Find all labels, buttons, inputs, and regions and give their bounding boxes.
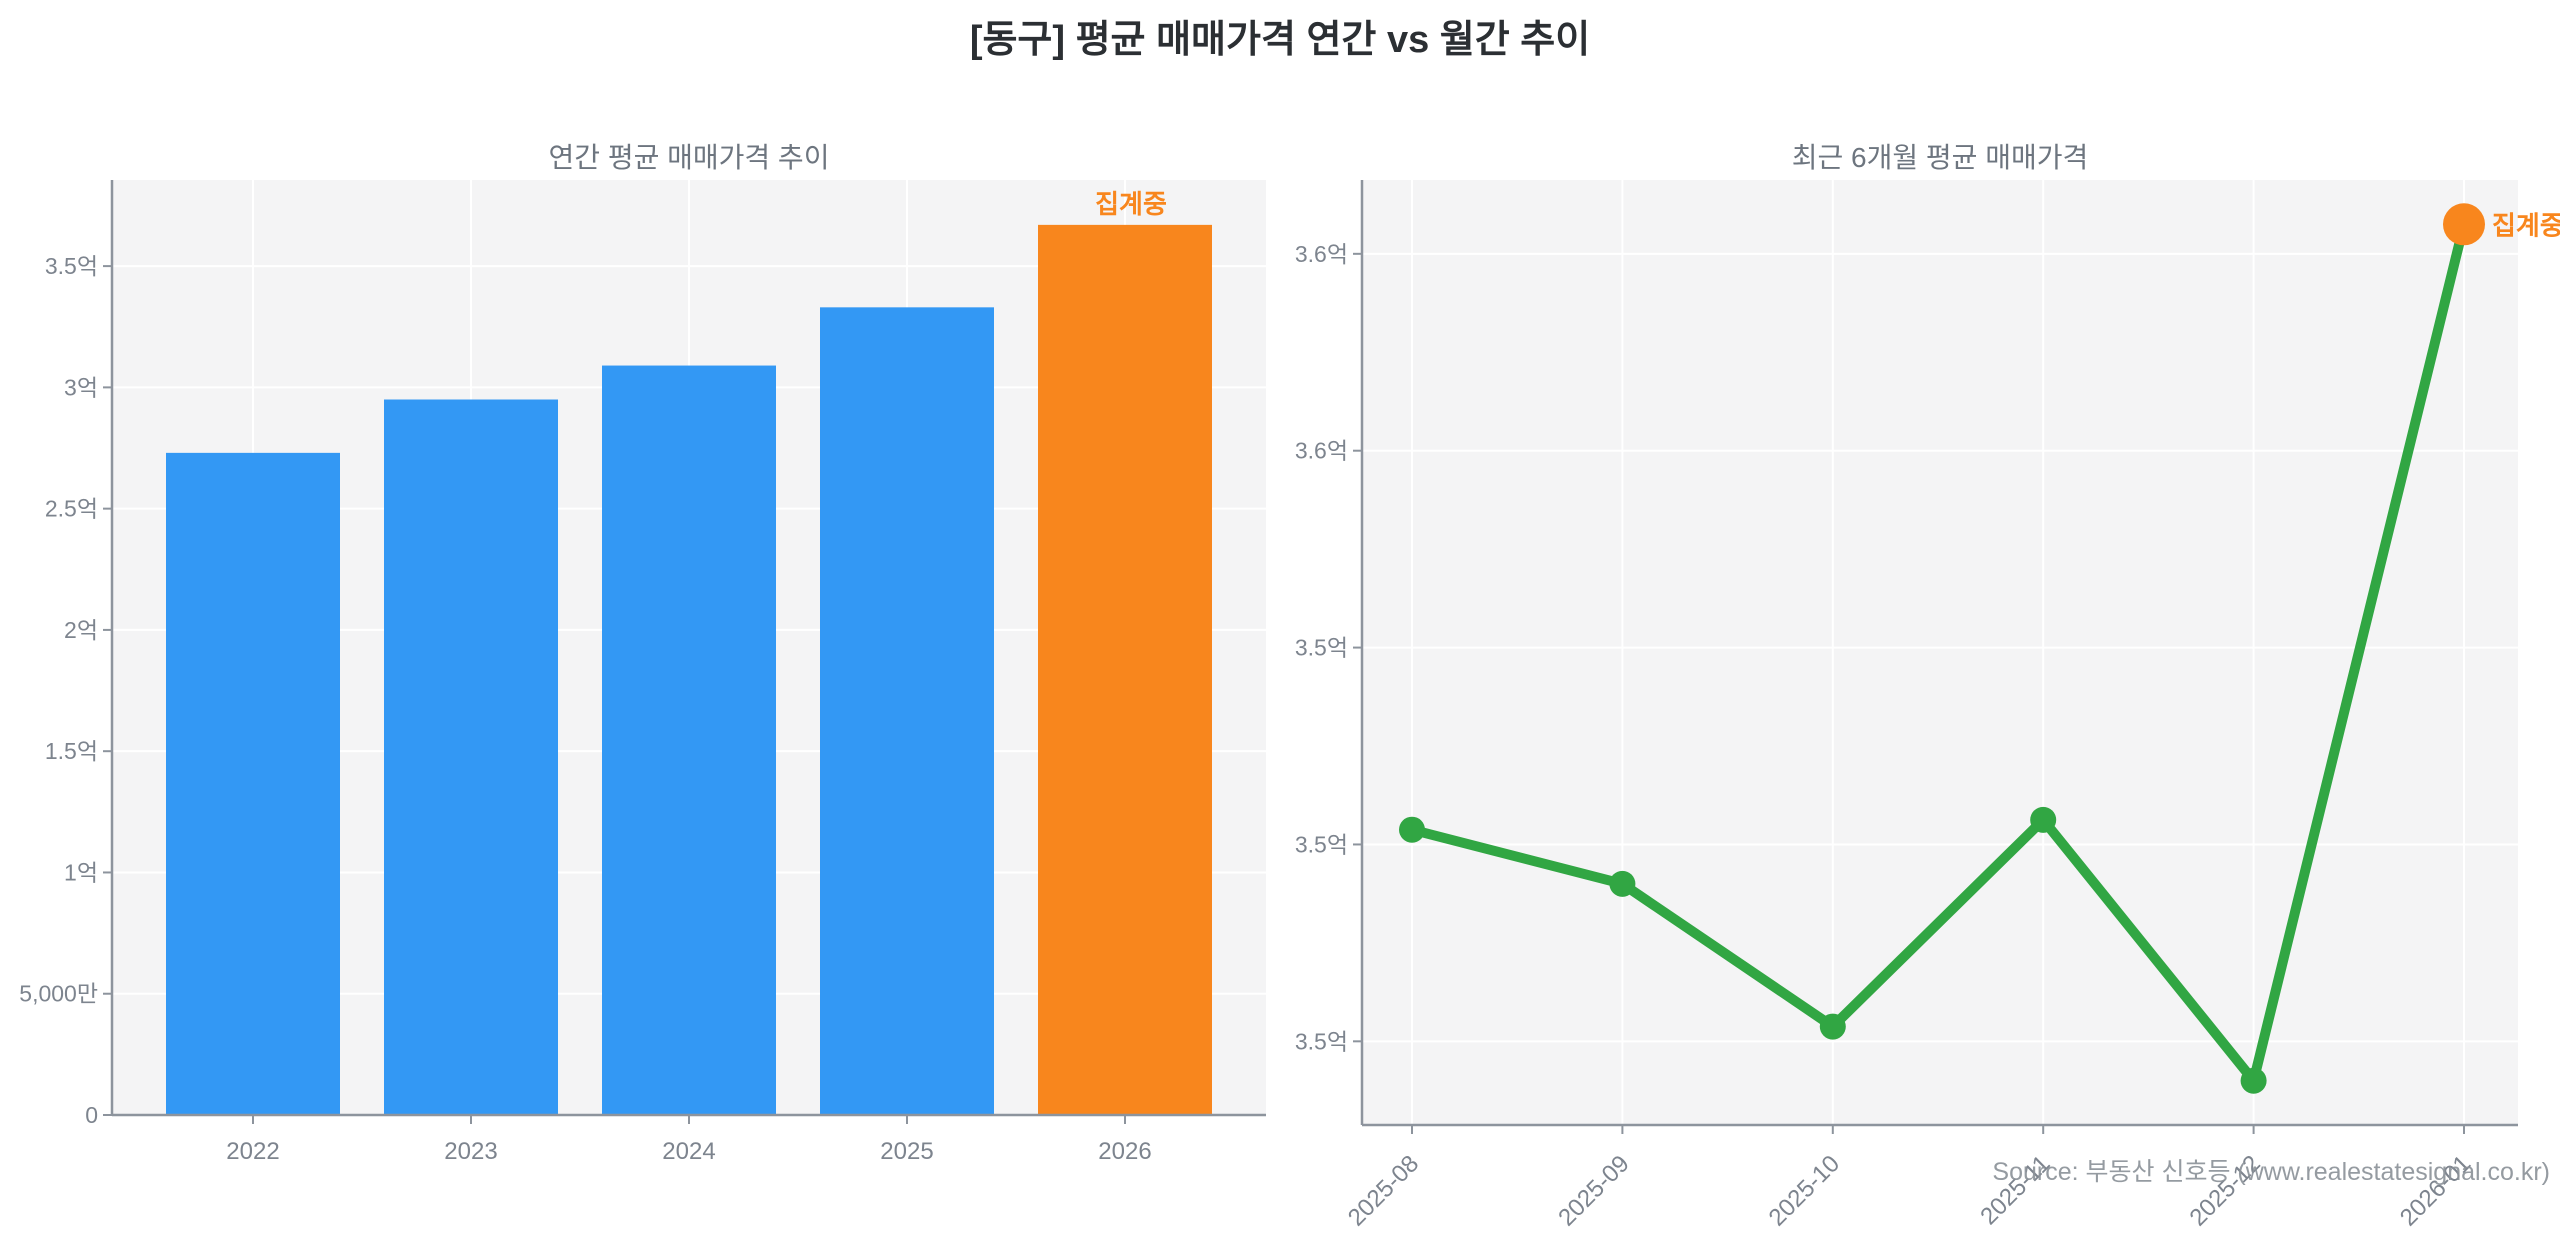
annual-ytick-label: 5,000만 (19, 981, 98, 1007)
monthly-ytick-label: 3.5억 (1295, 635, 1348, 661)
annual-ytick-label: 3.5억 (45, 253, 98, 279)
monthly-xtick-label: 2025-09 (1553, 1150, 1634, 1231)
monthly-highlight-badge: 집계중 (2492, 210, 2560, 240)
monthly-point-2025-09 (1609, 870, 1636, 897)
page-title: [동구] 평균 매매가격 연간 vs 월간 추이 (969, 19, 1591, 61)
annual-xtick-label: 2026 (1098, 1138, 1151, 1165)
annual-bar-2025 (820, 307, 994, 1116)
annual-ytick-label: 1.5억 (45, 738, 98, 764)
monthly-point-2025-12 (2240, 1067, 2267, 1094)
annual-ytick-label: 2.5억 (45, 496, 98, 522)
monthly-plot-area (1362, 180, 2518, 1125)
monthly-point-2025-11 (2030, 806, 2057, 833)
annual-xtick-label: 2025 (880, 1138, 933, 1165)
monthly-ytick-label: 3.5억 (1295, 831, 1348, 857)
monthly-trend-line (1407, 219, 2469, 1086)
monthly-ytick-label: 3.6억 (1295, 241, 1348, 267)
monthly-ytick-label: 3.5억 (1295, 1028, 1348, 1054)
annual-bar-2024 (602, 365, 776, 1115)
source-attribution: Source: 부동산 신호등 (www.realestatesignal.co… (1992, 1158, 2550, 1186)
annual-chart-title: 연간 평균 매매가격 추이 (548, 142, 830, 173)
annual-highlight-badge: 집계중 (1095, 189, 1167, 219)
annual-xtick-label: 2023 (444, 1138, 497, 1165)
annual-ytick-label: 3억 (64, 374, 98, 400)
annual-ytick-label: 1억 (64, 859, 98, 885)
monthly-chart-title: 최근 6개월 평균 매매가격 (1791, 142, 2089, 173)
annual-bar-2026 (1038, 224, 1212, 1115)
annual-bar-2022 (166, 452, 340, 1115)
monthly-xtick-label: 2025-10 (1764, 1150, 1845, 1231)
annual-bar-2023 (384, 399, 558, 1116)
monthly-xtick-label: 2025-08 (1343, 1150, 1424, 1231)
monthly-point-2025-08 (1399, 816, 1425, 843)
monthly-ytick-label: 3.6억 (1295, 438, 1348, 464)
annual-xtick-label: 2022 (226, 1138, 279, 1165)
annual-ytick-label: 2억 (64, 617, 98, 643)
annual-ytick-label: 0 (85, 1102, 98, 1128)
annual-xtick-label: 2024 (662, 1138, 715, 1165)
monthly-point-2026-01 (2443, 203, 2485, 246)
monthly-point-2025-10 (1819, 1013, 1846, 1040)
